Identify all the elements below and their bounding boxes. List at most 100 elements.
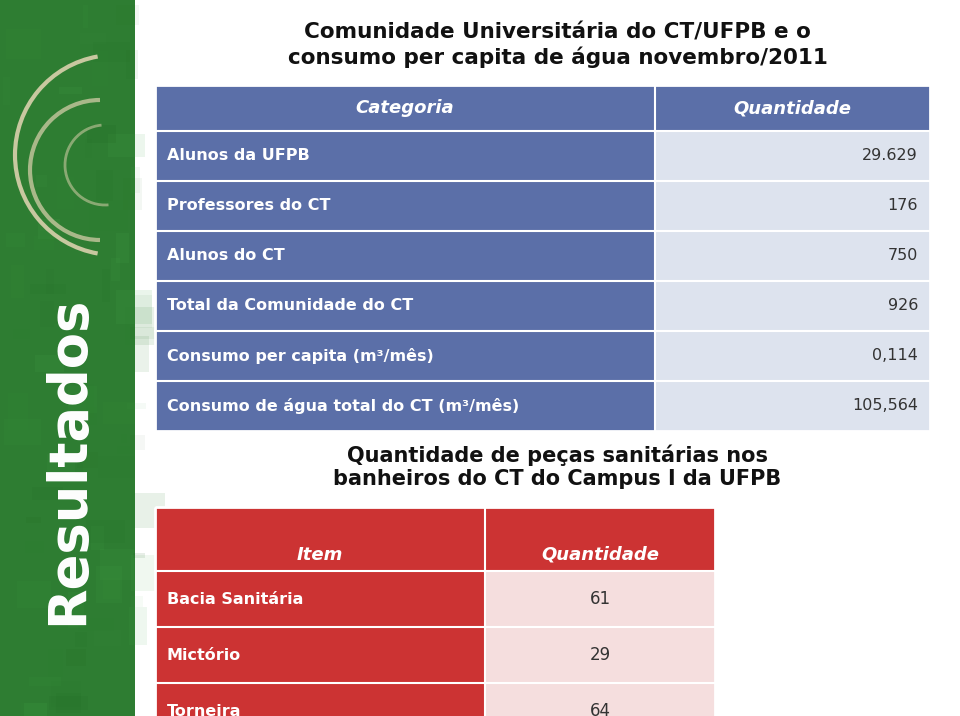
Bar xyxy=(57,178,74,209)
Bar xyxy=(24,703,47,716)
Text: Quantidade de peças sanitárias nos: Quantidade de peças sanitárias nos xyxy=(347,445,768,467)
Bar xyxy=(485,571,715,627)
Bar xyxy=(485,627,715,683)
Bar xyxy=(94,630,121,646)
Text: 29: 29 xyxy=(589,646,611,664)
Text: 750: 750 xyxy=(888,248,918,263)
Bar xyxy=(155,85,930,131)
Bar xyxy=(67,386,97,412)
Bar xyxy=(38,218,60,239)
Bar xyxy=(60,87,82,94)
Bar xyxy=(131,555,169,591)
Bar xyxy=(25,541,44,553)
Bar xyxy=(46,269,54,294)
Text: Consumo de água total do CT (m³/mês): Consumo de água total do CT (m³/mês) xyxy=(167,398,519,414)
Text: Professores do CT: Professores do CT xyxy=(167,198,330,213)
Bar xyxy=(36,355,64,372)
Bar xyxy=(85,384,94,418)
Bar xyxy=(132,167,139,193)
Text: 61: 61 xyxy=(589,590,611,608)
Bar xyxy=(131,596,143,607)
Bar xyxy=(116,233,129,263)
Text: consumo per capita de água novembro/2011: consumo per capita de água novembro/2011 xyxy=(288,46,828,67)
Bar xyxy=(30,284,66,294)
Bar xyxy=(47,454,76,478)
Bar xyxy=(6,233,25,248)
Bar xyxy=(155,181,655,231)
Bar xyxy=(96,170,112,201)
Bar xyxy=(28,196,40,214)
Bar xyxy=(133,553,145,558)
Bar xyxy=(102,269,109,301)
Bar xyxy=(155,507,715,716)
Bar xyxy=(655,281,930,331)
Bar xyxy=(155,331,655,381)
Bar xyxy=(130,606,147,645)
Bar xyxy=(11,265,24,298)
Bar xyxy=(485,683,715,716)
Bar xyxy=(100,549,133,581)
Bar xyxy=(96,566,122,603)
Bar xyxy=(155,507,715,571)
Bar xyxy=(54,311,84,324)
Bar xyxy=(93,42,130,62)
Text: 0,114: 0,114 xyxy=(872,349,918,364)
Bar xyxy=(36,175,47,188)
Bar xyxy=(655,331,930,381)
Bar xyxy=(40,231,75,241)
Text: Item: Item xyxy=(297,546,343,564)
Bar xyxy=(33,487,63,500)
Text: Consumo per capita (m³/mês): Consumo per capita (m³/mês) xyxy=(167,348,434,364)
Bar xyxy=(111,258,121,281)
Bar xyxy=(131,493,165,528)
Text: 29.629: 29.629 xyxy=(862,148,918,163)
Bar xyxy=(84,139,92,158)
Bar xyxy=(68,591,84,628)
Text: Quantidade: Quantidade xyxy=(733,99,852,117)
Text: Torneira: Torneira xyxy=(167,704,242,716)
Bar xyxy=(126,50,138,79)
Bar xyxy=(4,77,10,105)
Bar xyxy=(155,571,485,627)
Bar xyxy=(20,715,35,716)
Text: banheiros do CT do Campus I da UFPB: banheiros do CT do Campus I da UFPB xyxy=(333,469,781,489)
Text: 105,564: 105,564 xyxy=(852,399,918,414)
Bar xyxy=(76,632,87,647)
Bar xyxy=(103,402,134,424)
Bar xyxy=(131,327,165,339)
Bar xyxy=(155,131,655,181)
Bar xyxy=(108,134,145,158)
Bar xyxy=(655,131,930,181)
Bar xyxy=(155,281,655,331)
Text: Alunos do CT: Alunos do CT xyxy=(167,248,285,263)
Bar xyxy=(57,693,81,712)
Bar xyxy=(116,5,139,24)
Bar xyxy=(155,627,485,683)
Bar xyxy=(133,296,152,328)
Bar xyxy=(52,609,68,620)
Bar xyxy=(115,290,152,324)
Bar xyxy=(78,453,98,468)
Bar xyxy=(155,231,655,281)
Bar xyxy=(155,683,485,716)
Bar xyxy=(4,420,41,445)
Bar xyxy=(88,407,97,425)
Bar xyxy=(655,231,930,281)
Bar xyxy=(87,125,116,143)
Text: Total da Comunidade do CT: Total da Comunidade do CT xyxy=(167,299,413,314)
Bar xyxy=(51,681,82,707)
Bar xyxy=(134,337,149,372)
Bar xyxy=(13,329,30,339)
Bar xyxy=(91,526,104,551)
Bar xyxy=(92,51,108,85)
Bar xyxy=(26,517,41,523)
Bar xyxy=(6,29,41,59)
Text: 926: 926 xyxy=(888,299,918,314)
Bar xyxy=(116,446,133,453)
Bar xyxy=(86,520,125,543)
Bar xyxy=(89,200,128,231)
Bar xyxy=(121,434,127,442)
Text: Mictório: Mictório xyxy=(167,647,241,662)
Text: Resultados: Resultados xyxy=(42,295,94,624)
Bar xyxy=(655,381,930,431)
